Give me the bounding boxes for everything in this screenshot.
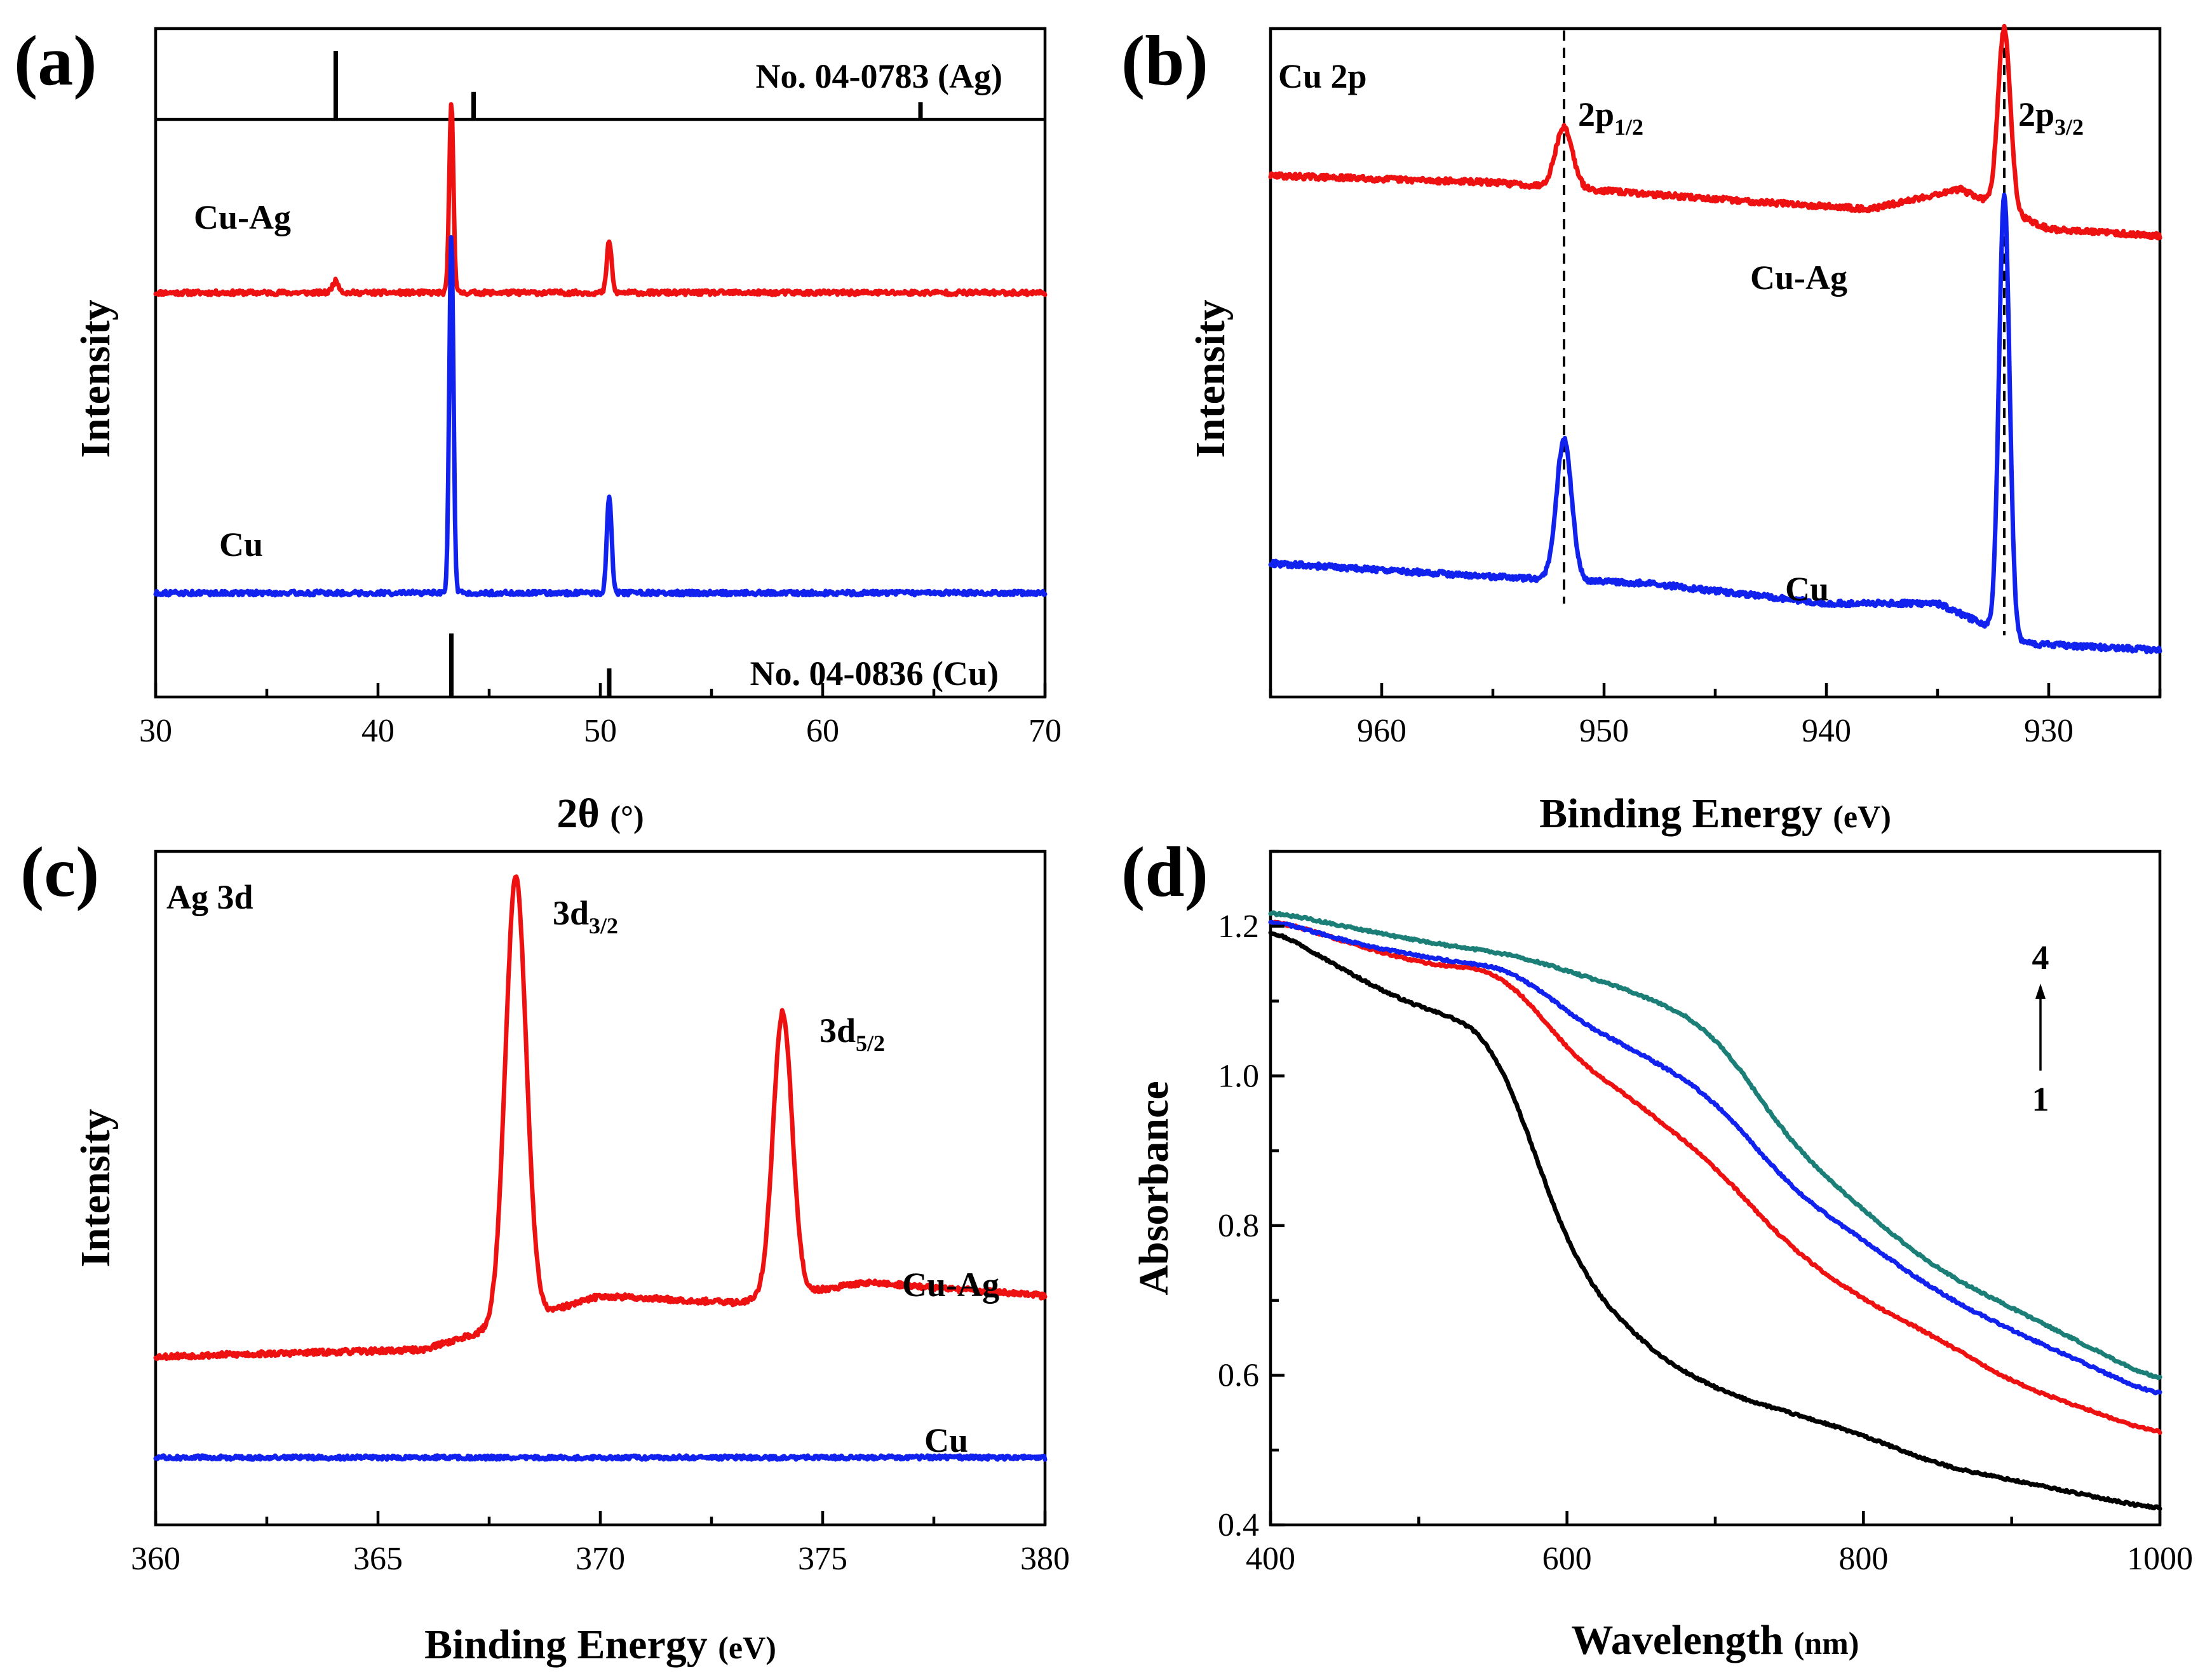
panel-b-x-axis-label: Binding Energy (eV)	[1539, 790, 1891, 837]
panel-d-y-tick-label: 0.6	[1218, 1357, 1259, 1393]
panel-d-uv-vis: (d) 4 1 400 600 800 1000 0.4 0.6 0.8 1.0 1.2 Wa…	[1121, 833, 2193, 1663]
panel-b-xps-cu2p: (b) Cu 2p 2p1/2 2p3/2 Cu-Ag Cu 960 950 940 9…	[1121, 22, 2162, 837]
panel-b-series-line-cu-ag	[1268, 24, 2162, 241]
panel-a-x-tick-label: 50	[584, 713, 617, 749]
panel-d-letter: (d)	[1121, 833, 1208, 912]
panel-c-title: Ag 3d	[166, 878, 253, 916]
panel-b-series-group	[1268, 24, 2162, 654]
panel-a-x-tick-label: 40	[361, 713, 395, 749]
panel-a-x-tick-label: 30	[139, 713, 172, 749]
panel-b-letter: (b)	[1121, 22, 1208, 100]
panel-d-trend-arrow: 4 1	[2032, 938, 2049, 1118]
panel-c-x-tick-label: 370	[576, 1541, 625, 1577]
panel-a-reference-ag-label: No. 04-0783 (Ag)	[756, 57, 1002, 95]
panel-b-series-label-cu: Cu	[1785, 570, 1829, 608]
panel-d-x-tick-label: 800	[1838, 1541, 1888, 1577]
panel-d-series-line-3	[1268, 919, 2162, 1396]
panel-d-series-line-4	[1268, 910, 2162, 1381]
panel-d-series-group	[1268, 910, 2162, 1512]
panel-d-y-tick-label: 0.8	[1218, 1208, 1259, 1244]
panel-a-letter: (a)	[14, 22, 97, 100]
panel-d-y-tick-label: 1.0	[1218, 1058, 1259, 1094]
panel-a-series-label-cu: Cu	[219, 525, 263, 564]
panel-d-arrow-top-label: 4	[2032, 938, 2049, 977]
panel-a-x-tick-label: 70	[1028, 713, 1062, 749]
panel-d-arrow-bottom-label: 1	[2032, 1080, 2049, 1118]
panel-d-y-axis: 0.4 0.6 0.8 1.0 1.2	[1218, 849, 1285, 1543]
panel-a-x-tick-label: 60	[806, 713, 839, 749]
panel-c-x-tick-label: 365	[353, 1541, 403, 1577]
panel-c-series-line-cu	[153, 1453, 1048, 1462]
panel-d-y-tick-label: 1.2	[1218, 909, 1259, 945]
panel-a-series-label-cu-ag: Cu-Ag	[194, 198, 291, 236]
panel-c-letter: (c)	[20, 833, 99, 912]
panel-b-title: Cu 2p	[1278, 57, 1367, 95]
panel-c-x-tick-label: 360	[131, 1541, 180, 1577]
panel-d-x-tick-label: 1000	[2127, 1541, 2193, 1577]
panel-a-series-line-cu	[153, 235, 1048, 598]
panel-c-series-line-cu-ag	[153, 874, 1048, 1361]
panel-b-y-axis-label: Intensity	[1187, 299, 1234, 457]
panel-b-x-axis: 960 950 940 930	[1269, 683, 2162, 749]
panel-c-x-axis-label: Binding Energy (eV)	[424, 1621, 776, 1668]
panel-b-peak-marker-label: 2p3/2	[2018, 95, 2084, 140]
panel-b-x-tick-label: 950	[1579, 713, 1629, 749]
panel-a-y-axis-label: Intensity	[72, 299, 119, 457]
panel-a-series-line-cu-ag	[153, 102, 1048, 297]
panel-c-peak-label: 3d5/2	[819, 1012, 885, 1056]
panel-a-reference-ag-sticks	[334, 51, 923, 119]
panel-a-series-group	[153, 102, 1048, 598]
panel-b-series-label-cu-ag: Cu-Ag	[1750, 259, 1847, 297]
panel-d-series-line-2	[1268, 919, 2162, 1435]
panel-d-y-tick-label: 0.4	[1218, 1507, 1259, 1543]
panel-d-series-line-1	[1268, 930, 2162, 1512]
panel-d-y-axis-label: Absorbance	[1131, 1081, 1177, 1295]
panel-c-series-label-cu: Cu	[924, 1421, 968, 1459]
panel-b-x-tick-label: 940	[1802, 713, 1851, 749]
panel-c-peak-labels: 3d3/2 3d5/2	[553, 894, 885, 1056]
panel-a-reference-cu-sticks	[449, 633, 612, 697]
panel-c-series-group	[153, 874, 1048, 1462]
panel-c-series-label-cu-ag: Cu-Ag	[902, 1266, 999, 1304]
panel-c-x-tick-label: 375	[798, 1541, 847, 1577]
panel-c-plot-frame	[154, 849, 1047, 1527]
panel-c-peak-label: 3d3/2	[553, 894, 618, 938]
panel-d-x-axis: 400 600 800 1000	[1246, 1511, 2193, 1577]
panel-c-y-axis-label: Intensity	[72, 1109, 119, 1267]
panel-b-peak-markers: 2p1/2 2p3/2	[1563, 30, 2084, 635]
panel-a-x-axis: 30 40 50 60 70	[139, 683, 1062, 749]
panel-d-x-axis-label: Wavelength (nm)	[1572, 1617, 1859, 1663]
panel-b-x-tick-label: 930	[2024, 713, 2074, 749]
panel-a-reference-cu-label: No. 04-0836 (Cu)	[750, 654, 999, 693]
panel-d-x-tick-label: 400	[1246, 1541, 1295, 1577]
panel-b-series-line-cu	[1268, 193, 2162, 654]
panel-b-x-tick-label: 960	[1357, 713, 1406, 749]
panel-c-x-axis: 360 365 370 375 380	[131, 1511, 1070, 1577]
panel-c-x-tick-label: 380	[1020, 1541, 1070, 1577]
panel-a-xrd: (a) No. 04-0783 (Ag) No. 04-0836 (Cu) Cu…	[14, 22, 1062, 837]
panel-d-arrow-head	[2035, 984, 2046, 999]
panel-b-peak-marker-label: 2p1/2	[1578, 95, 1643, 140]
panel-d-x-tick-label: 600	[1542, 1541, 1592, 1577]
panel-a-x-axis-label: 2θ (°)	[556, 790, 644, 837]
